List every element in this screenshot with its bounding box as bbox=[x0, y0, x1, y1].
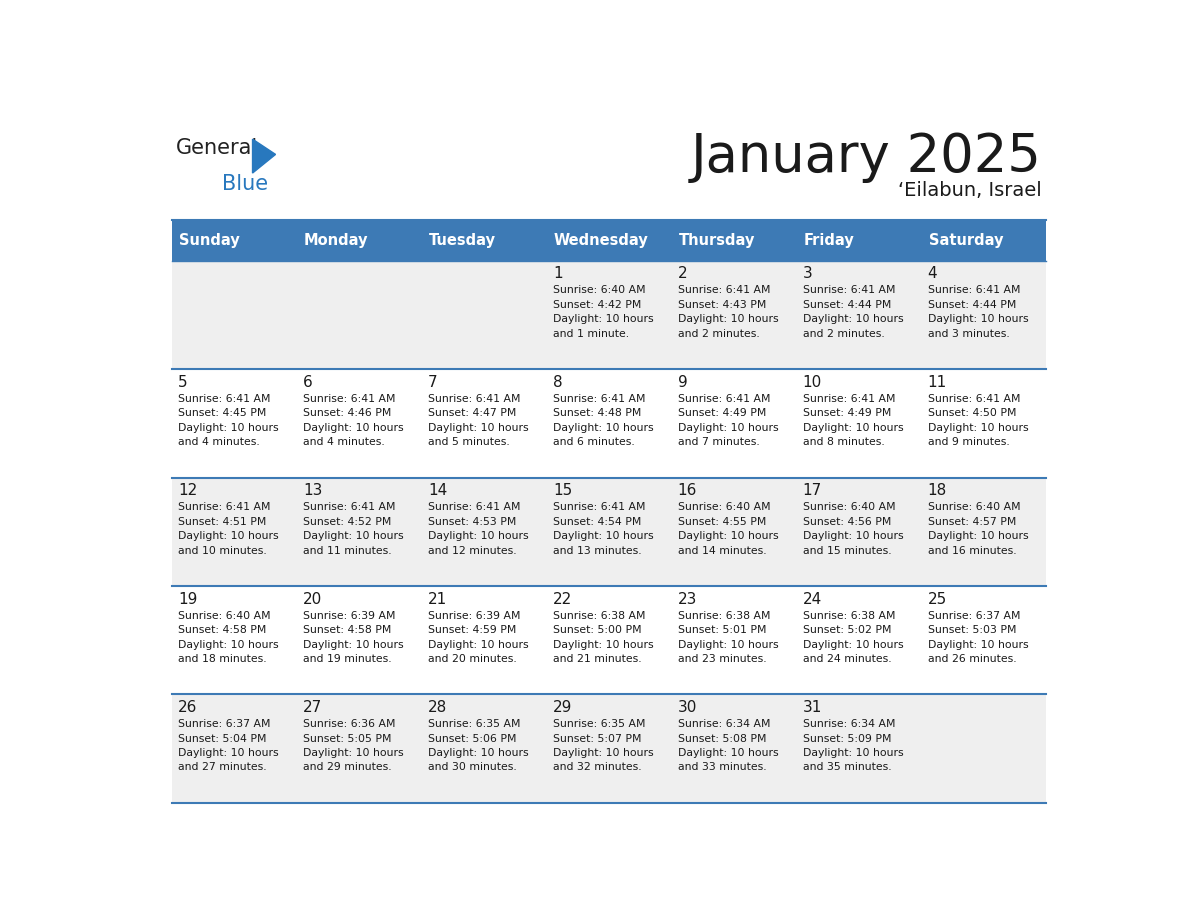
Bar bbox=[171, 261, 1047, 369]
Text: 5: 5 bbox=[178, 375, 188, 390]
Text: 21: 21 bbox=[428, 592, 447, 607]
Text: 6: 6 bbox=[303, 375, 312, 390]
Text: Sunrise: 6:37 AM
Sunset: 5:03 PM
Daylight: 10 hours
and 26 minutes.: Sunrise: 6:37 AM Sunset: 5:03 PM Dayligh… bbox=[928, 610, 1029, 664]
Bar bbox=[171, 586, 1047, 694]
Text: Sunrise: 6:41 AM
Sunset: 4:45 PM
Daylight: 10 hours
and 4 minutes.: Sunrise: 6:41 AM Sunset: 4:45 PM Dayligh… bbox=[178, 394, 279, 447]
Text: Tuesday: Tuesday bbox=[429, 233, 495, 248]
Text: Sunrise: 6:38 AM
Sunset: 5:02 PM
Daylight: 10 hours
and 24 minutes.: Sunrise: 6:38 AM Sunset: 5:02 PM Dayligh… bbox=[803, 610, 903, 664]
Text: 10: 10 bbox=[803, 375, 822, 390]
Bar bbox=[297, 219, 422, 261]
Text: Monday: Monday bbox=[304, 233, 368, 248]
Text: Sunrise: 6:34 AM
Sunset: 5:08 PM
Daylight: 10 hours
and 33 minutes.: Sunrise: 6:34 AM Sunset: 5:08 PM Dayligh… bbox=[678, 719, 778, 772]
Text: Sunrise: 6:35 AM
Sunset: 5:07 PM
Daylight: 10 hours
and 32 minutes.: Sunrise: 6:35 AM Sunset: 5:07 PM Dayligh… bbox=[552, 719, 653, 772]
Text: 7: 7 bbox=[428, 375, 437, 390]
Bar bbox=[171, 477, 1047, 586]
Text: Sunrise: 6:41 AM
Sunset: 4:49 PM
Daylight: 10 hours
and 7 minutes.: Sunrise: 6:41 AM Sunset: 4:49 PM Dayligh… bbox=[678, 394, 778, 447]
Text: Saturday: Saturday bbox=[929, 233, 1003, 248]
Text: Sunrise: 6:41 AM
Sunset: 4:52 PM
Daylight: 10 hours
and 11 minutes.: Sunrise: 6:41 AM Sunset: 4:52 PM Dayligh… bbox=[303, 502, 404, 555]
Text: 27: 27 bbox=[303, 700, 322, 715]
Text: Thursday: Thursday bbox=[678, 233, 756, 248]
Text: Sunrise: 6:40 AM
Sunset: 4:42 PM
Daylight: 10 hours
and 1 minute.: Sunrise: 6:40 AM Sunset: 4:42 PM Dayligh… bbox=[552, 285, 653, 339]
Text: Blue: Blue bbox=[222, 174, 268, 194]
Text: 9: 9 bbox=[678, 375, 688, 390]
Text: 25: 25 bbox=[928, 592, 947, 607]
Text: January 2025: January 2025 bbox=[690, 131, 1042, 184]
Text: Sunrise: 6:40 AM
Sunset: 4:57 PM
Daylight: 10 hours
and 16 minutes.: Sunrise: 6:40 AM Sunset: 4:57 PM Dayligh… bbox=[928, 502, 1029, 555]
Polygon shape bbox=[253, 140, 276, 174]
Text: Sunrise: 6:40 AM
Sunset: 4:55 PM
Daylight: 10 hours
and 14 minutes.: Sunrise: 6:40 AM Sunset: 4:55 PM Dayligh… bbox=[678, 502, 778, 555]
Text: Sunrise: 6:41 AM
Sunset: 4:48 PM
Daylight: 10 hours
and 6 minutes.: Sunrise: 6:41 AM Sunset: 4:48 PM Dayligh… bbox=[552, 394, 653, 447]
Text: 22: 22 bbox=[552, 592, 573, 607]
Text: Sunrise: 6:35 AM
Sunset: 5:06 PM
Daylight: 10 hours
and 30 minutes.: Sunrise: 6:35 AM Sunset: 5:06 PM Dayligh… bbox=[428, 719, 529, 772]
Text: Sunrise: 6:41 AM
Sunset: 4:53 PM
Daylight: 10 hours
and 12 minutes.: Sunrise: 6:41 AM Sunset: 4:53 PM Dayligh… bbox=[428, 502, 529, 555]
Text: Friday: Friday bbox=[803, 233, 854, 248]
Text: General: General bbox=[176, 139, 258, 159]
Text: Sunrise: 6:41 AM
Sunset: 4:46 PM
Daylight: 10 hours
and 4 minutes.: Sunrise: 6:41 AM Sunset: 4:46 PM Dayligh… bbox=[303, 394, 404, 447]
Text: Sunday: Sunday bbox=[179, 233, 240, 248]
Text: 11: 11 bbox=[928, 375, 947, 390]
Text: 30: 30 bbox=[678, 700, 697, 715]
Text: ‘Eilabun, Israel: ‘Eilabun, Israel bbox=[898, 181, 1042, 200]
Text: Sunrise: 6:39 AM
Sunset: 4:59 PM
Daylight: 10 hours
and 20 minutes.: Sunrise: 6:39 AM Sunset: 4:59 PM Dayligh… bbox=[428, 610, 529, 664]
Text: 13: 13 bbox=[303, 483, 322, 498]
Text: 20: 20 bbox=[303, 592, 322, 607]
Text: Sunrise: 6:41 AM
Sunset: 4:43 PM
Daylight: 10 hours
and 2 minutes.: Sunrise: 6:41 AM Sunset: 4:43 PM Dayligh… bbox=[678, 285, 778, 339]
Text: Sunrise: 6:41 AM
Sunset: 4:47 PM
Daylight: 10 hours
and 5 minutes.: Sunrise: 6:41 AM Sunset: 4:47 PM Dayligh… bbox=[428, 394, 529, 447]
Text: 17: 17 bbox=[803, 483, 822, 498]
Text: 24: 24 bbox=[803, 592, 822, 607]
Text: 12: 12 bbox=[178, 483, 197, 498]
Text: 31: 31 bbox=[803, 700, 822, 715]
Text: 15: 15 bbox=[552, 483, 573, 498]
Bar bbox=[422, 219, 546, 261]
Text: 19: 19 bbox=[178, 592, 197, 607]
Text: 23: 23 bbox=[678, 592, 697, 607]
Text: Sunrise: 6:38 AM
Sunset: 5:01 PM
Daylight: 10 hours
and 23 minutes.: Sunrise: 6:38 AM Sunset: 5:01 PM Dayligh… bbox=[678, 610, 778, 664]
Text: Sunrise: 6:40 AM
Sunset: 4:58 PM
Daylight: 10 hours
and 18 minutes.: Sunrise: 6:40 AM Sunset: 4:58 PM Dayligh… bbox=[178, 610, 279, 664]
Text: 28: 28 bbox=[428, 700, 447, 715]
Text: 14: 14 bbox=[428, 483, 447, 498]
Text: Sunrise: 6:41 AM
Sunset: 4:50 PM
Daylight: 10 hours
and 9 minutes.: Sunrise: 6:41 AM Sunset: 4:50 PM Dayligh… bbox=[928, 394, 1029, 447]
Bar bbox=[171, 369, 1047, 477]
Text: 29: 29 bbox=[552, 700, 573, 715]
Text: Sunrise: 6:41 AM
Sunset: 4:44 PM
Daylight: 10 hours
and 2 minutes.: Sunrise: 6:41 AM Sunset: 4:44 PM Dayligh… bbox=[803, 285, 903, 339]
Text: 3: 3 bbox=[803, 266, 813, 282]
Text: 2: 2 bbox=[678, 266, 688, 282]
Bar bbox=[671, 219, 796, 261]
Text: 8: 8 bbox=[552, 375, 562, 390]
Text: 4: 4 bbox=[928, 266, 937, 282]
Text: Wednesday: Wednesday bbox=[554, 233, 649, 248]
Bar bbox=[796, 219, 921, 261]
Text: Sunrise: 6:41 AM
Sunset: 4:49 PM
Daylight: 10 hours
and 8 minutes.: Sunrise: 6:41 AM Sunset: 4:49 PM Dayligh… bbox=[803, 394, 903, 447]
Text: 1: 1 bbox=[552, 266, 562, 282]
Text: Sunrise: 6:36 AM
Sunset: 5:05 PM
Daylight: 10 hours
and 29 minutes.: Sunrise: 6:36 AM Sunset: 5:05 PM Dayligh… bbox=[303, 719, 404, 772]
Bar bbox=[921, 219, 1047, 261]
Text: Sunrise: 6:41 AM
Sunset: 4:44 PM
Daylight: 10 hours
and 3 minutes.: Sunrise: 6:41 AM Sunset: 4:44 PM Dayligh… bbox=[928, 285, 1029, 339]
Text: Sunrise: 6:38 AM
Sunset: 5:00 PM
Daylight: 10 hours
and 21 minutes.: Sunrise: 6:38 AM Sunset: 5:00 PM Dayligh… bbox=[552, 610, 653, 664]
Text: Sunrise: 6:41 AM
Sunset: 4:54 PM
Daylight: 10 hours
and 13 minutes.: Sunrise: 6:41 AM Sunset: 4:54 PM Dayligh… bbox=[552, 502, 653, 555]
Text: Sunrise: 6:39 AM
Sunset: 4:58 PM
Daylight: 10 hours
and 19 minutes.: Sunrise: 6:39 AM Sunset: 4:58 PM Dayligh… bbox=[303, 610, 404, 664]
Text: Sunrise: 6:34 AM
Sunset: 5:09 PM
Daylight: 10 hours
and 35 minutes.: Sunrise: 6:34 AM Sunset: 5:09 PM Dayligh… bbox=[803, 719, 903, 772]
Bar bbox=[171, 219, 297, 261]
Text: Sunrise: 6:41 AM
Sunset: 4:51 PM
Daylight: 10 hours
and 10 minutes.: Sunrise: 6:41 AM Sunset: 4:51 PM Dayligh… bbox=[178, 502, 279, 555]
Text: Sunrise: 6:40 AM
Sunset: 4:56 PM
Daylight: 10 hours
and 15 minutes.: Sunrise: 6:40 AM Sunset: 4:56 PM Dayligh… bbox=[803, 502, 903, 555]
Text: 18: 18 bbox=[928, 483, 947, 498]
Bar bbox=[546, 219, 671, 261]
Text: 26: 26 bbox=[178, 700, 197, 715]
Text: 16: 16 bbox=[678, 483, 697, 498]
Text: Sunrise: 6:37 AM
Sunset: 5:04 PM
Daylight: 10 hours
and 27 minutes.: Sunrise: 6:37 AM Sunset: 5:04 PM Dayligh… bbox=[178, 719, 279, 772]
Bar bbox=[171, 694, 1047, 803]
